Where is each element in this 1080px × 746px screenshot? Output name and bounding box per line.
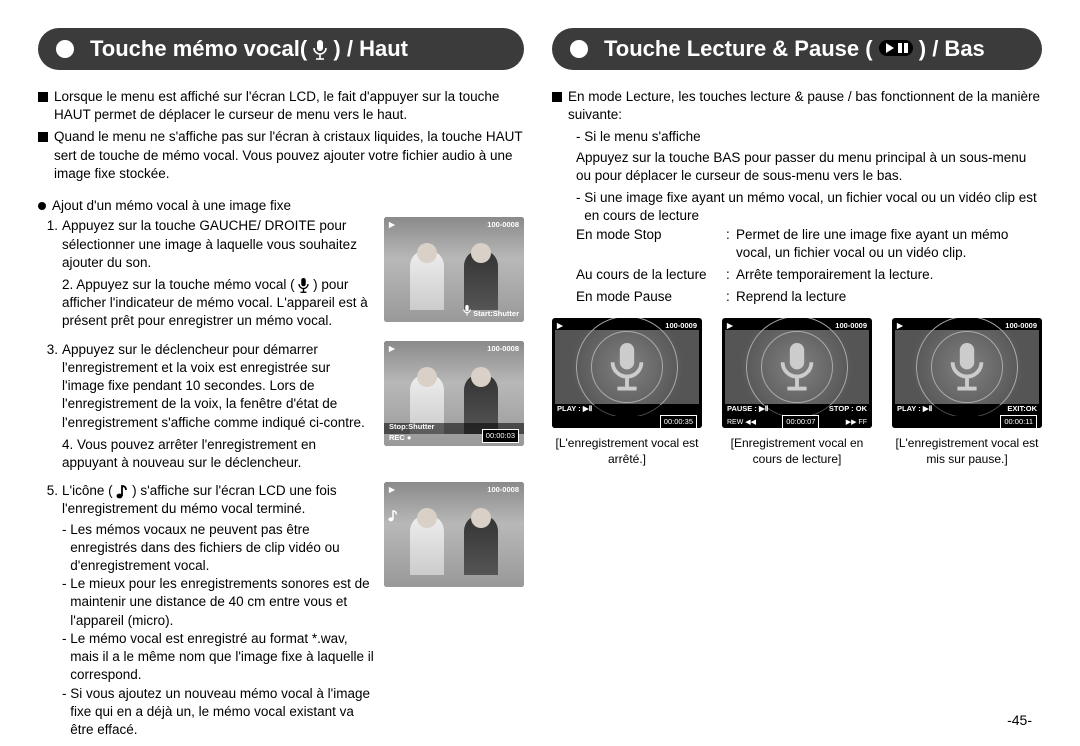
play-icon: ▶ xyxy=(389,220,395,230)
sub2-title: Si une image fixe ayant un mémo vocal, u… xyxy=(584,189,1042,225)
lcd-screenshot-1: ▶ 100-0008 Start:Shutter xyxy=(384,217,524,322)
square-bullet-icon xyxy=(38,132,48,142)
microphone-icon xyxy=(949,343,985,391)
round-bullet-icon xyxy=(38,202,46,210)
lcd-screenshot-3: ▶ 100-0008 xyxy=(384,482,524,587)
music-note-icon xyxy=(116,485,128,499)
timer: 00:00:35 xyxy=(660,415,697,428)
right-column: Touche Lecture & Pause ( ) / Bas En mode… xyxy=(552,28,1042,739)
file-number: 100-0009 xyxy=(1005,321,1037,331)
start-label: Start:Shutter xyxy=(473,309,519,318)
mode-play-desc: Arrête temporairement la lecture. xyxy=(736,266,1042,284)
intro-right: En mode Lecture, les touches lecture & p… xyxy=(568,88,1042,124)
step-number: 3. xyxy=(38,341,58,359)
right-heading: Touche Lecture & Pause ( ) / Bas xyxy=(552,28,1042,70)
microphone-icon xyxy=(313,40,327,60)
mode-stop-desc: Permet de lire une image fixe ayant un m… xyxy=(736,226,1042,262)
step-3: Appuyez sur le déclencheur pour démarrer… xyxy=(62,342,365,430)
lcd-screenshot-2: ▶ 100-0008 Stop:Shutter REC ● 00:00:03 xyxy=(384,341,524,446)
mode-stop-label: En mode Stop xyxy=(576,226,726,262)
lcd-playback-paused: ▶ 100-0009 PLAY : ▶Ⅱ EXIT:OK 00:00:11 xyxy=(892,318,1042,428)
note-2: Le mieux pour les enregistrements sonore… xyxy=(70,575,374,630)
music-note-icon xyxy=(388,510,398,522)
right-body: En mode Lecture, les touches lecture & p… xyxy=(552,88,1042,468)
note-3: Le mémo vocal est enregistré au format *… xyxy=(70,630,374,685)
mode-pause-desc: Reprend la lecture xyxy=(736,288,1042,306)
exit-label: EXIT:OK xyxy=(1007,404,1037,414)
intro-1: Lorsque le menu est affiché sur l'écran … xyxy=(54,88,524,124)
timer: 00:00:11 xyxy=(1000,415,1037,428)
mode-pause-label: En mode Pause xyxy=(576,288,726,306)
note-4: Si vous ajoutez un nouveau mémo vocal à … xyxy=(70,685,374,740)
stop-label: STOP : OK xyxy=(829,404,867,414)
play-icon: ▶ xyxy=(389,344,395,354)
microphone-icon xyxy=(609,343,645,391)
play-label: PLAY : ▶Ⅱ xyxy=(897,404,932,414)
step-number: 5. xyxy=(38,482,58,500)
timer: 00:00:07 xyxy=(782,415,819,428)
lcd-playback-stopped: ▶ 100-0009 PLAY : ▶Ⅱ 00:00:35 xyxy=(552,318,702,428)
rec-label: REC ● xyxy=(389,433,411,443)
stop-label: Stop:Shutter xyxy=(389,422,434,432)
pause-label: PAUSE : ▶Ⅱ xyxy=(727,404,768,414)
play-label: PLAY : ▶Ⅱ xyxy=(557,404,592,414)
microphone-icon xyxy=(298,278,309,293)
intro-2: Quand le menu ne s'affiche pas sur l'écr… xyxy=(54,128,524,183)
caption-playing: [Enregistrement vocal en cours de lectur… xyxy=(722,436,872,467)
caption-stopped: [L'enregistrement vocal est arrêté.] xyxy=(552,436,702,467)
file-number: 100-0009 xyxy=(665,321,697,331)
caption-paused: [L'enregistrement vocal est mis sur paus… xyxy=(892,436,1042,467)
timer: 00:00:03 xyxy=(482,429,519,443)
step-1: Appuyez sur la touche GAUCHE/ DROITE pou… xyxy=(62,218,357,269)
play-icon: ▶ xyxy=(557,321,563,331)
rew-label: REW ◀◀ xyxy=(727,418,756,427)
step-4: Vous pouvez arrêter l'enregistrement en … xyxy=(62,437,316,470)
step-number-2: 2. xyxy=(62,277,76,292)
ff-label: ▶▶ FF xyxy=(846,418,867,427)
play-pause-icon xyxy=(879,40,913,56)
sub1-text: Appuyez sur la touche BAS pour passer du… xyxy=(576,149,1042,185)
heading-text-left: Touche mémo vocal( ) / Haut xyxy=(90,36,408,62)
file-number: 100-0008 xyxy=(487,485,519,495)
page-number: -45- xyxy=(1007,712,1032,728)
step-number-4: 4. xyxy=(62,437,77,452)
file-number: 100-0008 xyxy=(487,220,519,230)
square-bullet-icon xyxy=(552,92,562,102)
left-heading: Touche mémo vocal( ) / Haut xyxy=(38,28,524,70)
play-icon: ▶ xyxy=(727,321,733,331)
left-column: Touche mémo vocal( ) / Haut Lorsque le m… xyxy=(38,28,524,739)
lcd-playback-playing: ▶ 100-0009 PAUSE : ▶Ⅱ STOP : OK REW ◀◀ 0… xyxy=(722,318,872,428)
bullet-title: Ajout d'un mémo vocal à une image fixe xyxy=(52,197,291,215)
step-2a: Appuyez sur la touche mémo vocal ( xyxy=(76,277,294,292)
step-5a: L'icône ( xyxy=(62,483,113,498)
playback-screenshots: ▶ 100-0009 PLAY : ▶Ⅱ 00:00:35 [L'enregis… xyxy=(552,318,1042,467)
mode-play-label: Au cours de la lecture xyxy=(576,266,726,284)
sub1-title: Si le menu s'affiche xyxy=(584,128,700,146)
note-1: Les mémos vocaux ne peuvent pas être enr… xyxy=(70,521,374,576)
microphone-icon xyxy=(779,343,815,391)
play-icon: ▶ xyxy=(897,321,903,331)
square-bullet-icon xyxy=(38,92,48,102)
file-number: 100-0009 xyxy=(835,321,867,331)
file-number: 100-0008 xyxy=(487,344,519,354)
heading-text-right: Touche Lecture & Pause ( ) / Bas xyxy=(604,36,985,62)
mode-table: En mode Stop:Permet de lire une image fi… xyxy=(576,226,1042,307)
left-body: Lorsque le menu est affiché sur l'écran … xyxy=(38,88,524,739)
play-icon: ▶ xyxy=(389,485,395,495)
microphone-icon xyxy=(463,305,471,316)
step-number: 1. xyxy=(38,217,58,235)
